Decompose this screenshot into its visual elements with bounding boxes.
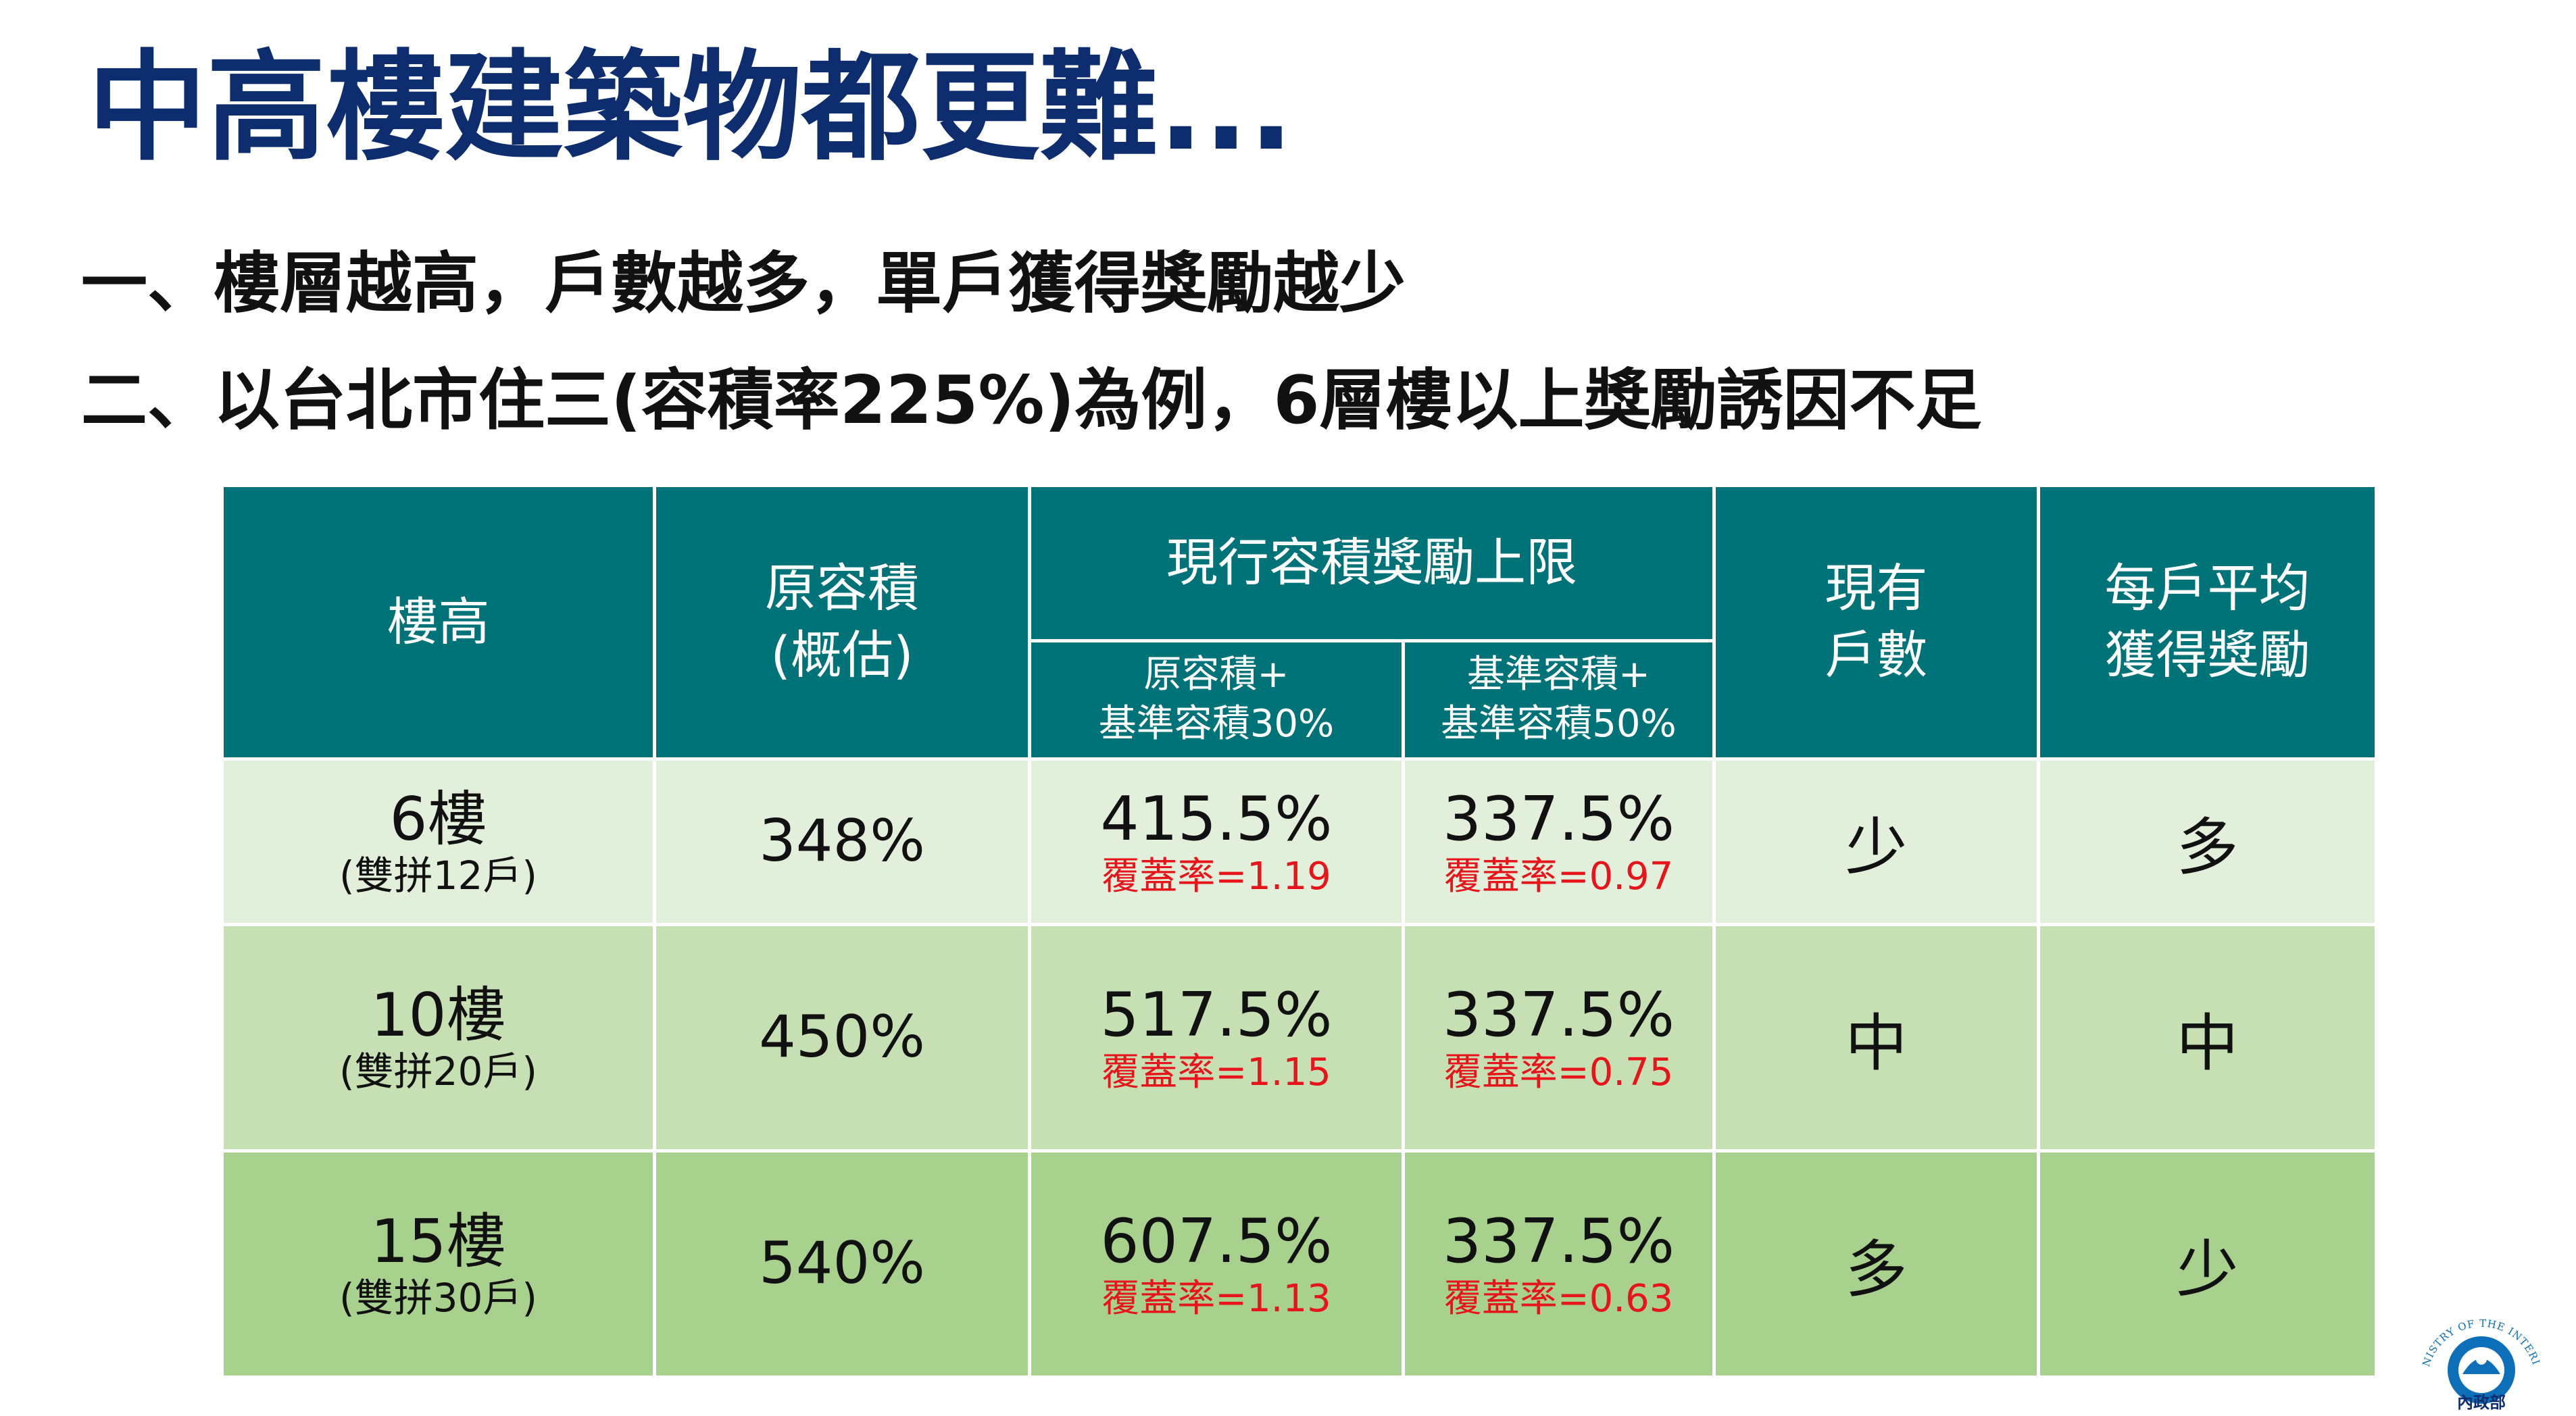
ministry-of-interior-logo: MINISTRY OF THE INTERIOR 內政部 (2414, 1289, 2542, 1411)
bonus-comparison-table: 樓高 原容積 (概估) 現行容積獎勵上限 現有 戶數 每戶平均 獲得獎勵 原容積… (220, 484, 2378, 1379)
svg-text:內政部: 內政部 (2457, 1393, 2506, 1411)
floor-cell: 6樓 (雙拼12戶) (220, 757, 656, 926)
table-row: 6樓 (雙拼12戶) 348% 415.5% 覆蓋率=1.19 337.5% 覆… (220, 757, 2378, 926)
header-bonus-option-2: 基準容積+ 基準容積50% (1402, 639, 1716, 761)
avg-bonus-cell: 少 (2037, 1149, 2378, 1379)
floor-cell: 15樓 (雙拼30戶) (220, 1149, 656, 1379)
bonus-option-1-cell: 517.5% 覆蓋率=1.15 (1028, 923, 1405, 1153)
floor-cell: 10樓 (雙拼20戶) (220, 923, 656, 1153)
avg-bonus-cell: 中 (2037, 923, 2378, 1153)
table-row: 15樓 (雙拼30戶) 540% 607.5% 覆蓋率=1.13 337.5% … (220, 1149, 2378, 1379)
original-far-cell: 450% (653, 923, 1031, 1153)
households-cell: 多 (1712, 1149, 2040, 1379)
header-floor-height: 樓高 (220, 484, 656, 761)
households-cell: 中 (1712, 923, 2040, 1153)
header-original-far: 原容積 (概估) (653, 484, 1031, 761)
header-households: 現有 戶數 (1712, 484, 2040, 761)
header-bonus-option-1: 原容積+ 基準容積30% (1028, 639, 1405, 761)
households-cell: 少 (1712, 757, 2040, 926)
bonus-option-2-cell: 337.5% 覆蓋率=0.63 (1402, 1149, 1716, 1379)
page-title: 中高樓建築物都更難... (88, 39, 1294, 177)
bonus-option-1-cell: 607.5% 覆蓋率=1.13 (1028, 1149, 1405, 1379)
original-far-cell: 348% (653, 757, 1031, 926)
bullet-point-1: 一、樓層越高，戶數越多，單戶獲得獎勵越少 (81, 245, 1406, 322)
original-far-cell: 540% (653, 1149, 1031, 1379)
header-avg-bonus: 每戶平均 獲得獎勵 (2037, 484, 2378, 761)
bonus-option-1-cell: 415.5% 覆蓋率=1.19 (1028, 757, 1405, 926)
avg-bonus-cell: 多 (2037, 757, 2378, 926)
bonus-option-2-cell: 337.5% 覆蓋率=0.97 (1402, 757, 1716, 926)
header-bonus-cap: 現行容積獎勵上限 (1028, 484, 1716, 642)
bonus-option-2-cell: 337.5% 覆蓋率=0.75 (1402, 923, 1716, 1153)
bullet-point-2: 二、以台北市住三(容積率225%)為例，6層樓以上獎勵誘因不足 (81, 362, 1982, 439)
table-row: 10樓 (雙拼20戶) 450% 517.5% 覆蓋率=1.15 337.5% … (220, 923, 2378, 1153)
